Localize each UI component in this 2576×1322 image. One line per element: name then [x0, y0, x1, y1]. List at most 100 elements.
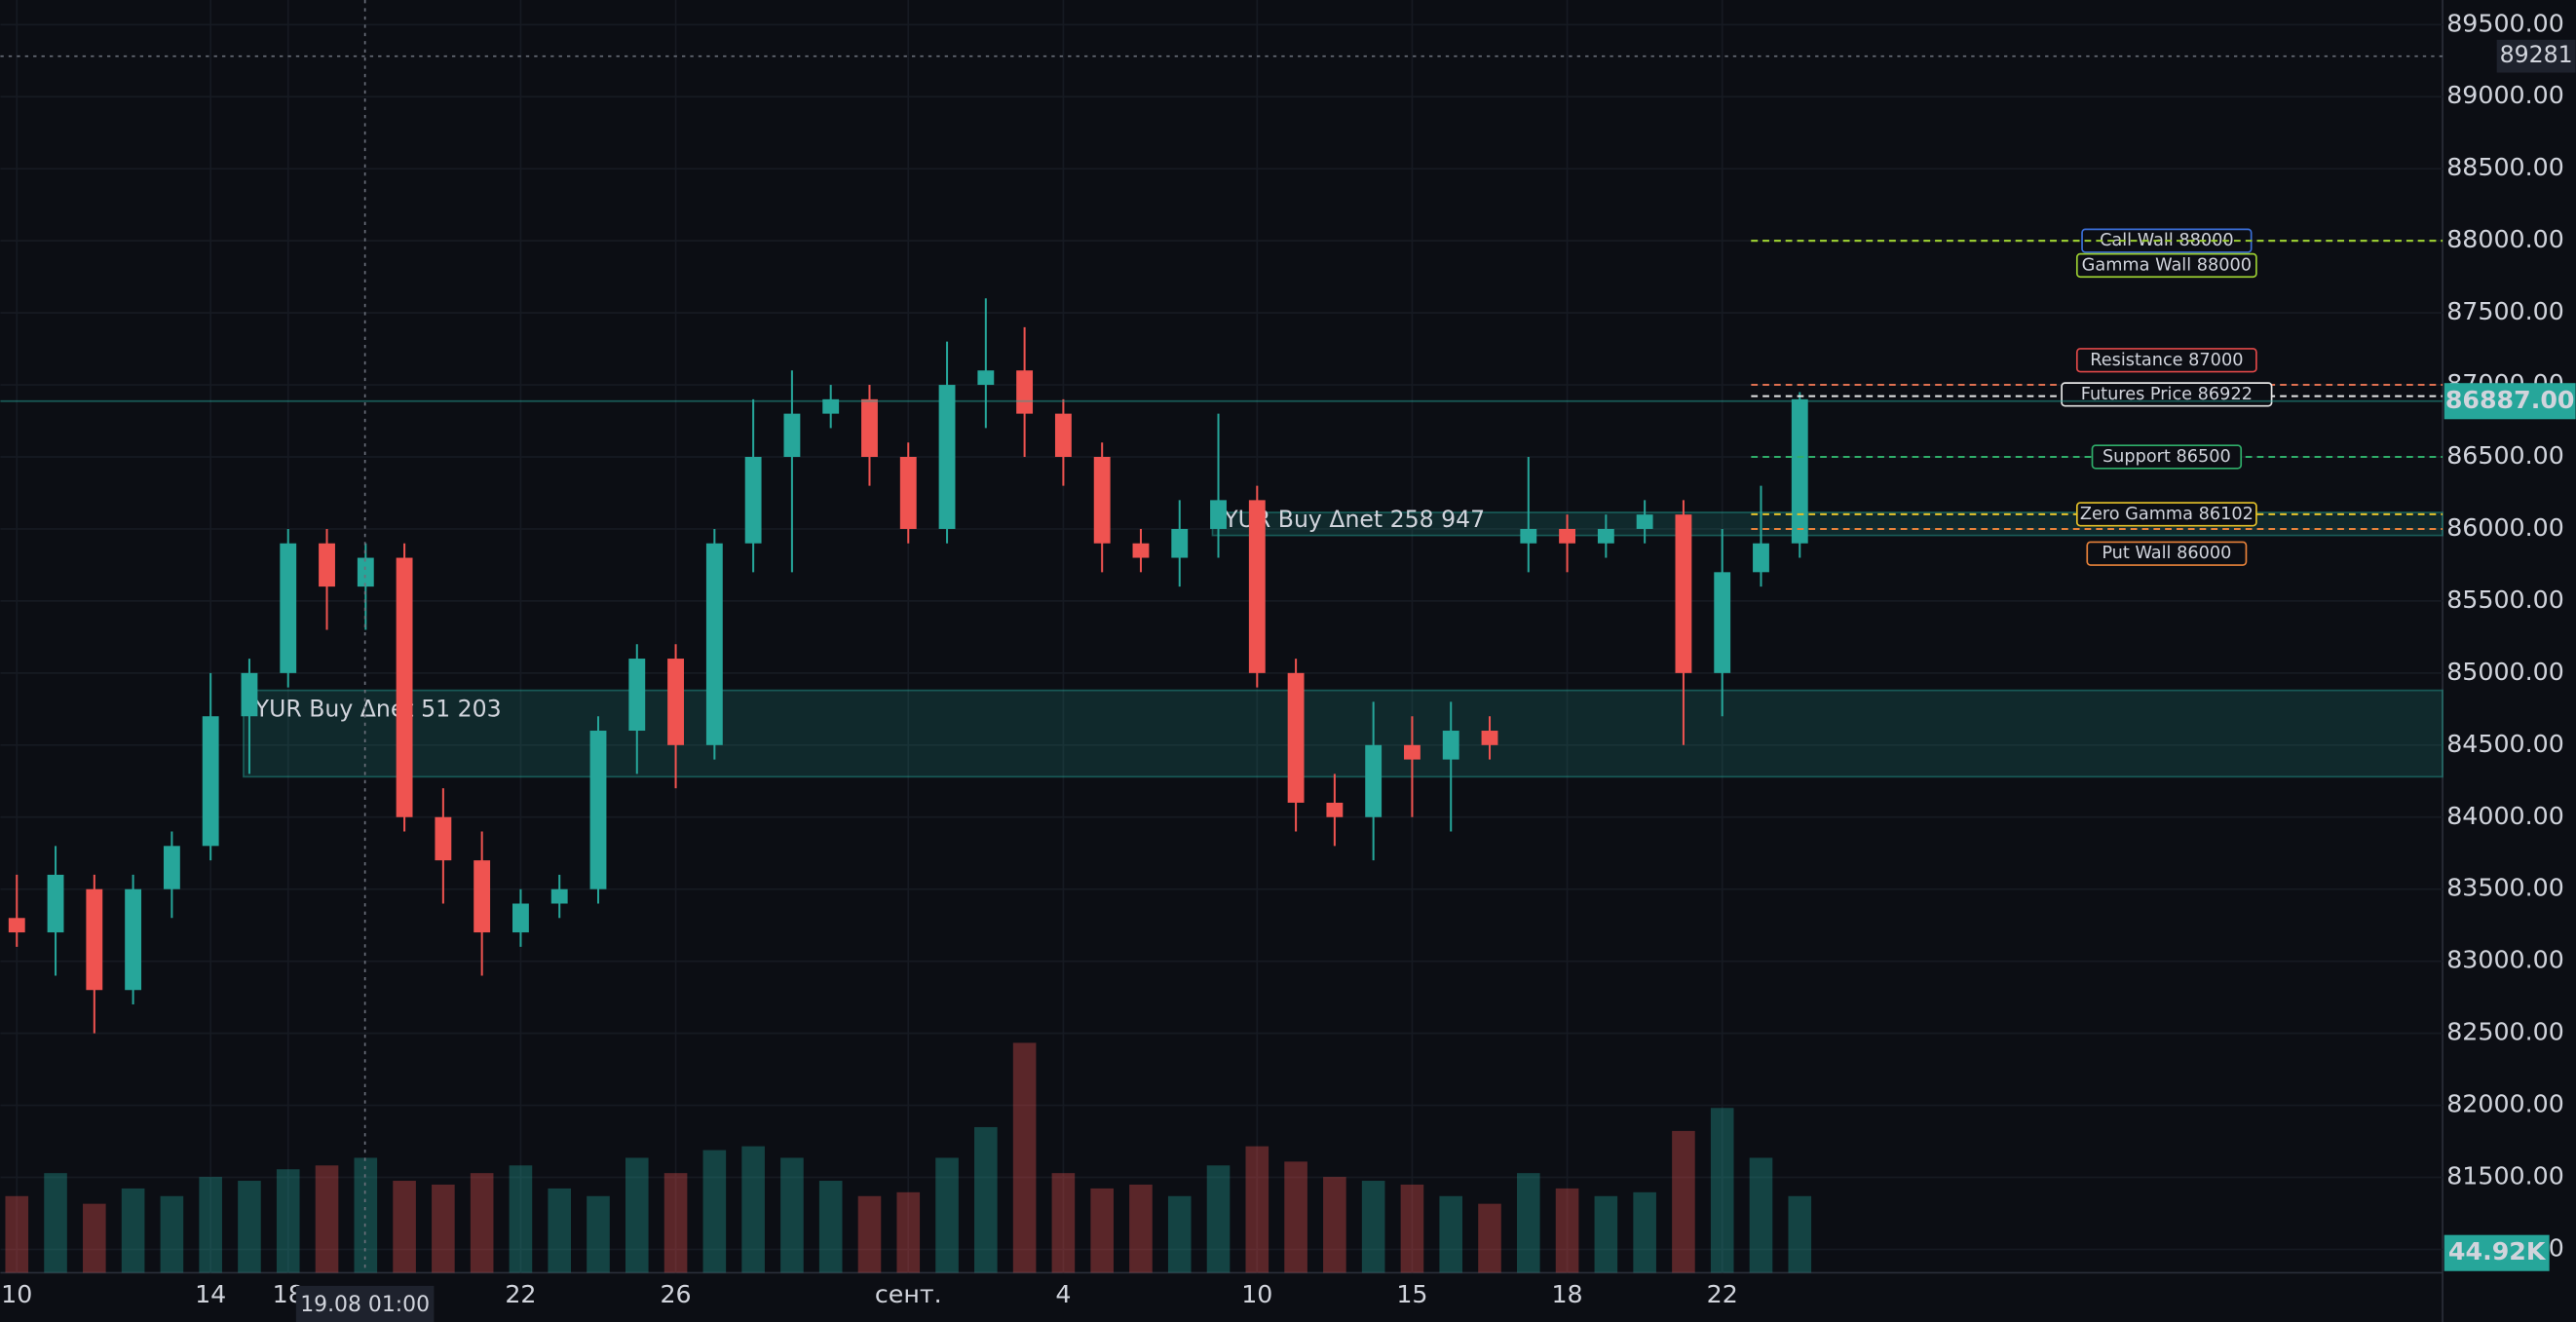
y-tick-label: 88000.00	[2446, 225, 2564, 253]
volume-bar	[1633, 1191, 1656, 1273]
candle-body	[1404, 744, 1421, 760]
candle-body	[47, 874, 64, 933]
candle-body	[861, 398, 878, 458]
x-tick-label: 22	[1707, 1280, 1738, 1308]
candle-body	[280, 543, 297, 673]
zone-label: YUR Buy Δnet 51 203	[254, 695, 502, 722]
volume-bar	[1090, 1188, 1114, 1273]
volume-bar	[1245, 1146, 1269, 1273]
volume-bar	[1672, 1130, 1695, 1273]
candle-body	[163, 846, 180, 889]
candle-body	[589, 731, 607, 889]
y-tick-label: 83500.00	[2446, 874, 2564, 902]
volume-bar	[393, 1181, 416, 1273]
y-tick-label: 84500.00	[2446, 730, 2564, 758]
y-tick-label: 83000.00	[2446, 946, 2564, 974]
candle-body	[86, 888, 103, 991]
candle-body	[8, 918, 25, 933]
volume-bar	[587, 1195, 610, 1273]
volume-bar	[1749, 1157, 1773, 1273]
level-label-box	[2075, 502, 2257, 527]
volume-bar	[974, 1126, 998, 1273]
volume-bar	[1167, 1195, 1192, 1273]
candle-body	[1559, 528, 1575, 544]
candle-body	[474, 860, 491, 933]
candle-body	[1597, 528, 1614, 544]
volume-bar	[238, 1181, 261, 1273]
x-tick-label: 4	[1055, 1280, 1071, 1308]
volume-bar	[1555, 1188, 1579, 1273]
crosshair-time-label: 19.08 01:00	[300, 1293, 430, 1317]
volume-label-box	[2443, 1234, 2550, 1271]
volume-bar	[432, 1184, 455, 1273]
volume-bar	[1478, 1203, 1501, 1273]
candle-body	[1248, 500, 1266, 673]
x-tick-label: 15	[1396, 1280, 1427, 1308]
candle-body	[550, 888, 568, 904]
candle-body	[1636, 514, 1653, 529]
last-price-label: 86887.00	[2445, 386, 2575, 414]
level-label: Resistance 87000	[2090, 351, 2243, 370]
y-tick-label: 82500.00	[2446, 1018, 2564, 1046]
last-price-box	[2443, 383, 2576, 420]
volume-bar	[663, 1173, 688, 1273]
x-tick-label: 10	[1, 1280, 32, 1308]
candle-body	[241, 672, 258, 717]
volume-bar	[1400, 1184, 1424, 1273]
x-tick-label: 14	[195, 1280, 226, 1308]
zone-label: YUR Buy Δnet 258 947	[1223, 506, 1485, 533]
volume-bar	[1012, 1042, 1037, 1273]
level-label: Zero Gamma 86102	[2080, 505, 2254, 524]
level-label: Support 86500	[2102, 447, 2231, 467]
crosshair-price-label: 89281	[2500, 41, 2573, 68]
candle-body	[1675, 514, 1692, 673]
x-tick-label: 26	[660, 1280, 691, 1308]
y-tick-label: 85500.00	[2446, 585, 2564, 614]
candle-body	[1287, 672, 1305, 803]
candle-body	[202, 716, 219, 847]
volume-bar	[741, 1146, 765, 1273]
volume-bar	[1710, 1108, 1734, 1273]
y-tick-label: 87500.00	[2446, 297, 2564, 325]
volume-bar	[1051, 1173, 1076, 1273]
candle-body	[938, 385, 956, 529]
level-label-box	[2086, 541, 2248, 566]
volume-bar	[199, 1177, 222, 1273]
volume-bar	[5, 1195, 29, 1273]
x-tick-label: 22	[505, 1280, 536, 1308]
level-label-box	[2061, 382, 2273, 407]
volume-bar	[548, 1188, 572, 1273]
candle-body	[667, 659, 684, 745]
y-tick-label: 89500.00	[2446, 9, 2564, 37]
volume-bar	[625, 1157, 649, 1273]
candle-body	[899, 457, 917, 529]
candle-body	[744, 457, 762, 544]
candle-body	[977, 370, 995, 386]
level-label: Futures Price 86922	[2081, 385, 2253, 404]
volume-bar	[315, 1165, 339, 1273]
candle-body	[1520, 528, 1537, 544]
volume-bar	[818, 1181, 843, 1273]
candle-body	[319, 543, 335, 587]
volume-bar	[1284, 1161, 1307, 1273]
y-tick-label: 86500.00	[2446, 441, 2564, 470]
candle-body	[1093, 457, 1111, 544]
level-label-box	[2075, 252, 2257, 279]
candle-body	[1171, 528, 1189, 558]
candle-body	[822, 398, 840, 414]
candle-body	[125, 888, 142, 991]
volume-bar	[896, 1191, 921, 1273]
candle-body	[1442, 731, 1459, 760]
x-tick-label: сент.	[875, 1280, 942, 1308]
volume-bar	[160, 1195, 184, 1273]
volume-bar	[276, 1169, 300, 1273]
volume-bar	[1206, 1165, 1231, 1273]
candle-body	[1210, 500, 1227, 529]
volume-bar	[470, 1173, 494, 1273]
candle-body	[1714, 572, 1731, 673]
volume-bar	[780, 1157, 804, 1273]
volume-bar	[1788, 1195, 1812, 1273]
